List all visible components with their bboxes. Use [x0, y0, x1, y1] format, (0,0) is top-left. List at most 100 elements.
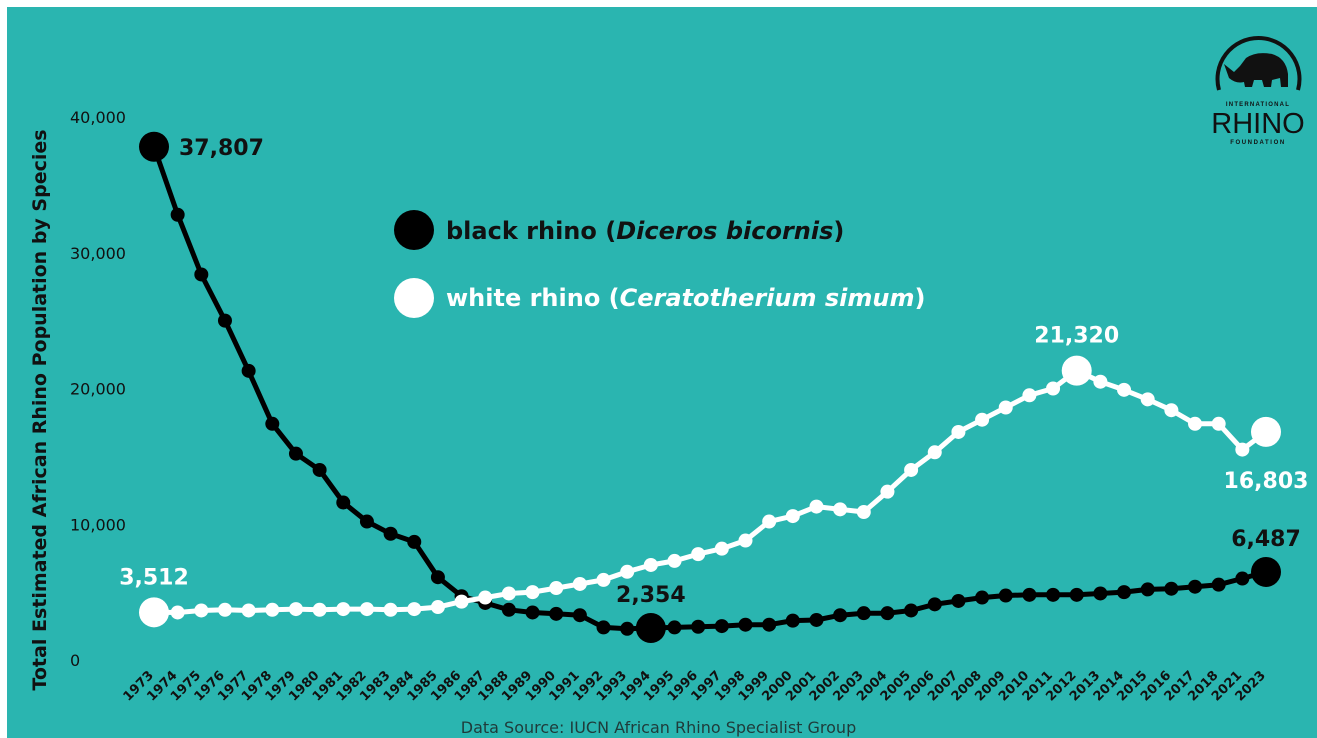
data-point	[359, 602, 374, 617]
data-point	[383, 526, 398, 541]
data-point	[1251, 556, 1281, 587]
series-black-rhino	[139, 131, 1281, 644]
data-point	[139, 131, 169, 162]
data-point	[359, 514, 374, 529]
data-point	[1188, 579, 1203, 594]
data-point	[407, 602, 422, 617]
data-label: 6,487	[1231, 527, 1301, 552]
international-rhino-foundation-logo: INTERNATIONAL RHINO FOUNDATION	[1211, 36, 1305, 146]
data-point	[1093, 586, 1108, 601]
data-point	[288, 446, 303, 461]
legend-label-white: white rhino (Ceratotherium simum)	[446, 284, 925, 312]
data-point	[407, 534, 422, 549]
data-point	[762, 514, 777, 529]
data-point	[833, 502, 848, 517]
data-point	[217, 313, 232, 328]
data-point	[904, 462, 919, 477]
x-axis: 1973197419751976197719781979198019811982…	[121, 668, 1269, 704]
series-white-rhino	[139, 355, 1281, 628]
data-label: 2,354	[616, 583, 686, 608]
data-point	[738, 617, 753, 632]
y-tick-label: 30,000	[70, 244, 126, 263]
data-point	[1140, 392, 1155, 407]
data-point	[691, 619, 706, 634]
data-label: 21,320	[1034, 324, 1119, 349]
data-point	[139, 597, 169, 628]
data-point	[762, 617, 777, 632]
data-point	[241, 603, 256, 618]
data-point	[596, 572, 611, 587]
data-point	[1117, 382, 1132, 397]
data-point	[1093, 374, 1108, 389]
data-point	[501, 602, 516, 617]
data-point	[738, 533, 753, 548]
data-point	[1046, 381, 1061, 396]
data-point	[809, 612, 824, 627]
data-point	[833, 608, 848, 623]
data-point	[265, 602, 280, 617]
data-point	[1235, 571, 1250, 586]
data-point	[383, 602, 398, 617]
data-point	[1061, 355, 1092, 386]
data-point	[691, 547, 706, 562]
legend: black rhino (Diceros bicornis) white rhi…	[394, 210, 925, 318]
y-axis: 0 10,000 20,000 30,000 40,000	[70, 108, 126, 670]
data-point	[927, 597, 942, 612]
data-point	[998, 400, 1013, 415]
data-point	[1022, 388, 1037, 403]
data-point	[975, 412, 990, 427]
legend-marker-white	[394, 278, 434, 318]
data-point	[667, 553, 682, 568]
data-point	[170, 605, 185, 620]
data-point	[1211, 416, 1226, 431]
data-point	[951, 424, 966, 439]
data-point	[714, 541, 729, 556]
data-point	[856, 505, 871, 520]
data-point	[312, 462, 327, 477]
data-point	[336, 602, 351, 617]
data-point	[549, 581, 564, 596]
data-point	[430, 600, 445, 615]
data-point	[572, 576, 587, 591]
data-point	[1164, 581, 1179, 596]
data-point	[170, 207, 185, 222]
data-point	[241, 363, 256, 378]
data-label: 16,803	[1224, 469, 1309, 494]
data-point	[620, 564, 635, 579]
data-point	[635, 613, 666, 644]
data-point	[785, 613, 800, 628]
y-tick-label: 20,000	[70, 380, 126, 399]
data-point	[856, 606, 871, 621]
data-point	[217, 602, 232, 617]
rhino-icon	[1215, 36, 1302, 91]
data-point	[454, 594, 469, 609]
data-point	[667, 620, 682, 635]
data-point	[904, 603, 919, 618]
data-source-note: Data Source: IUCN African Rhino Speciali…	[460, 718, 857, 737]
legend-marker-black	[394, 210, 434, 250]
data-point	[194, 267, 209, 282]
data-point	[998, 588, 1013, 603]
data-point	[1117, 585, 1132, 600]
data-point	[1069, 587, 1084, 602]
data-point	[1251, 416, 1281, 447]
data-point	[572, 608, 587, 623]
data-point	[525, 605, 540, 620]
data-point	[975, 590, 990, 605]
data-label: 3,512	[119, 565, 189, 590]
data-point	[1046, 587, 1061, 602]
data-point	[525, 585, 540, 600]
data-point	[288, 602, 303, 617]
data-point	[880, 484, 895, 499]
data-point	[1164, 403, 1179, 418]
data-point	[312, 602, 327, 617]
data-point	[1188, 416, 1203, 431]
data-point	[620, 621, 635, 636]
data-point	[809, 499, 824, 514]
y-tick-label: 10,000	[70, 515, 126, 534]
data-point	[501, 586, 516, 601]
data-annotations: 37,807 2,354 6,487 3,512 21,320 16,803	[119, 136, 1308, 608]
data-point	[265, 416, 280, 431]
data-point	[643, 557, 658, 572]
